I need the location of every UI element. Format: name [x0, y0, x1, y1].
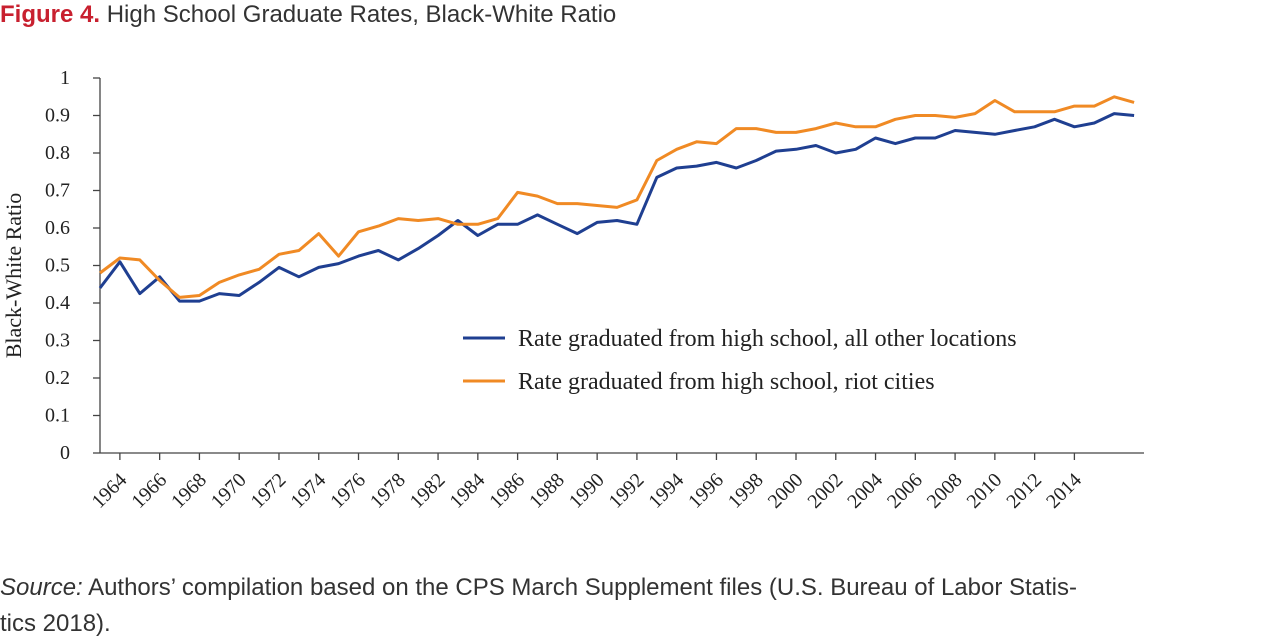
x-tick-label-20: 2006 — [883, 469, 927, 513]
y-tick-label-7: 0.7 — [45, 180, 70, 202]
chart: 0 0.1 0.2 0.3 0.4 0.5 0.6 0.7 0.8 0.9 1 1964 1966 19… — [0, 40, 1280, 560]
x-tick-label-15: 1996 — [684, 469, 728, 513]
x-tick-label-10: 1986 — [485, 469, 529, 513]
x-tick-label-6: 1976 — [326, 469, 370, 513]
y-tick-label-6: 0.6 — [45, 217, 70, 239]
x-tick-label-21: 2008 — [923, 469, 967, 513]
y-tick-label-8: 0.8 — [45, 142, 70, 164]
series-line-0 — [98, 112, 1135, 303]
x-tick-label-24: 2014 — [1042, 469, 1086, 513]
figure-number: Figure 4. — [0, 1, 101, 28]
figure-title: Figure 4. High School Graduate Rates, Bl… — [0, 0, 616, 30]
y-tick-label-4: 0.4 — [45, 292, 70, 314]
y-tick-label-0: 0 — [60, 442, 70, 464]
legend-label-1: Rate graduated from high school, riot ci… — [518, 369, 935, 395]
x-tick-label-3: 1970 — [207, 469, 251, 513]
line-chart-svg: 00.10.20.30.40.50.60.70.80.91 1964196619… — [1, 67, 1144, 513]
x-tick-label-14: 1994 — [644, 469, 688, 513]
y-axis: 0 0.1 0.2 0.3 0.4 0.5 0.6 0.7 0.8 0.9 1 — [45, 67, 101, 464]
source-text-2: tics 2018). — [0, 610, 111, 637]
y-tick-label-1: 0.1 — [45, 405, 70, 427]
x-tick-label-9: 1984 — [446, 469, 490, 513]
source-label: Source: — [0, 574, 83, 601]
x-tick-label-5: 1974 — [286, 469, 330, 513]
x-tick-label-12: 1990 — [565, 469, 609, 513]
series-line-1 — [99, 95, 1135, 299]
x-tick-label-19: 2004 — [843, 469, 887, 513]
x-tick-label-8: 1982 — [406, 469, 450, 513]
x-tick-label-13: 1992 — [605, 469, 649, 513]
x-tick-label-22: 2010 — [963, 469, 1007, 513]
source-note: Source: Authors’ compilation based on th… — [0, 570, 1280, 642]
x-axis: 1964196619681970197219741976197819821984… — [88, 452, 1144, 513]
y-tick-label-2: 0.2 — [45, 367, 70, 389]
figure-title-text: High School Graduate Rates, Black-White … — [106, 1, 617, 28]
x-tick-label-17: 2000 — [764, 469, 808, 513]
y-tick-label-3: 0.3 — [45, 330, 70, 352]
source-line-1: Source: Authors’ compilation based on th… — [0, 570, 1280, 606]
x-tick-label-11: 1988 — [525, 469, 569, 513]
y-tick-label-5: 0.5 — [45, 255, 70, 277]
x-tick-label-18: 2002 — [803, 469, 847, 513]
x-tick-label-2: 1968 — [167, 469, 211, 513]
x-tick-label-7: 1978 — [366, 469, 410, 513]
x-tick-label-1: 1966 — [127, 469, 171, 513]
x-tick-label-0: 1964 — [88, 469, 132, 513]
y-axis-label: Black-White Ratio — [1, 193, 26, 359]
x-tick-label-4: 1972 — [247, 469, 291, 513]
legend: Rate graduated from high school, all oth… — [463, 326, 1017, 395]
x-tick-label-23: 2012 — [1002, 469, 1046, 513]
x-tick-label-16: 1998 — [724, 469, 768, 513]
series-lines — [98, 95, 1135, 303]
source-text-1: Authors’ compilation based on the CPS Ma… — [88, 574, 1078, 601]
y-tick-label-10: 1 — [60, 67, 70, 89]
y-tick-label-9: 0.9 — [45, 105, 70, 127]
legend-label-0: Rate graduated from high school, all oth… — [518, 326, 1017, 352]
